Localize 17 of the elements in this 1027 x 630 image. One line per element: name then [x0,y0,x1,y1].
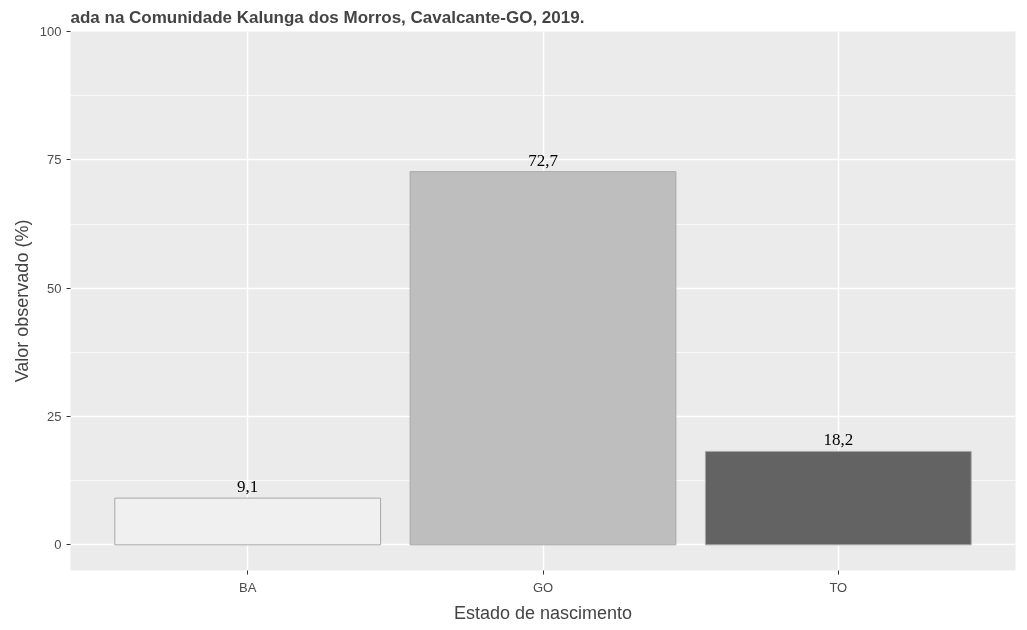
x-axis-title: Estado de nascimento [453,602,633,623]
y-tick-label: 100 [39,24,62,39]
y-tick-label: 0 [54,537,62,553]
bar [704,450,972,546]
y-tick-label: 25 [47,409,62,424]
data-label: 18,2 [823,430,854,450]
y-axis-title: Valor observado (%) [11,219,32,383]
y-tick-label: 50 [47,280,62,296]
bar [114,497,382,546]
bar [409,171,677,546]
data-label: 9,1 [237,477,259,497]
y-tick-label: 75 [47,152,62,168]
x-tick-label: TO [829,579,848,595]
data-label: 72,7 [528,150,559,170]
x-tick-label: BA [239,579,257,595]
chart-title: ada na Comunidade Kalunga dos Morros, Cavalcante-GO, 2019. [70,7,585,27]
x-tick-label: GO [532,579,554,595]
